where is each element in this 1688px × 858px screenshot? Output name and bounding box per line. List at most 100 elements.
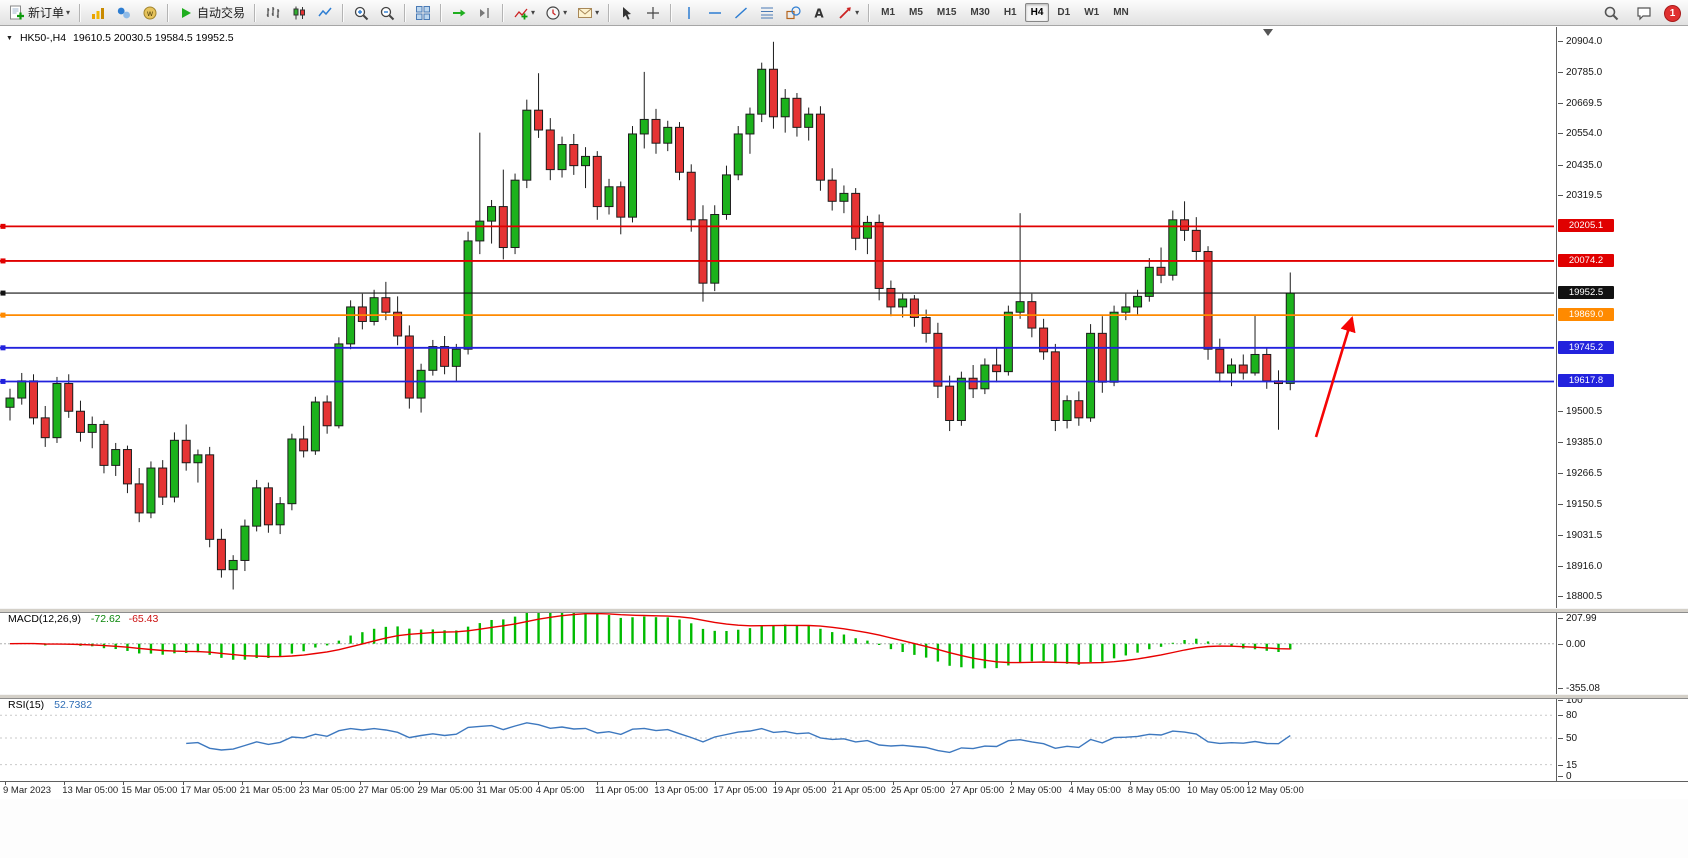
price-tick-label: 18800.5 — [1557, 591, 1603, 603]
date-label: 27 Mar 05:00 — [358, 785, 415, 796]
zoom-in-button[interactable] — [349, 1, 373, 25]
dropdown-caret-icon: ▾ — [531, 8, 536, 17]
periods-button[interactable]: ▾ — [541, 1, 571, 25]
shapes-button[interactable] — [781, 1, 805, 25]
rsi-tick-label: 80 — [1557, 710, 1578, 722]
time-axis-tick — [1189, 782, 1190, 785]
cursor-button[interactable] — [615, 1, 639, 25]
new-order-icon — [9, 5, 25, 21]
time-axis-tick — [182, 782, 184, 785]
horizontal-line-button[interactable] — [703, 1, 727, 25]
collapse-triangle-icon[interactable]: ▼ — [6, 34, 13, 42]
timeframe-h1-button[interactable]: H1 — [1003, 7, 1017, 18]
price-axis[interactable]: 20904.0 20785.0 20669.5 20554.0 20435.0 20319… — [1556, 27, 1688, 782]
rsi-tick-label: 50 — [1557, 733, 1578, 744]
panel-splitter[interactable] — [0, 694, 1688, 699]
auto-trading-button[interactable]: 自动交易 — [174, 1, 249, 25]
date-label: 10 May 05:00 — [1187, 785, 1245, 796]
trend-arrow-annotation[interactable] — [1314, 316, 1356, 438]
price-tick-label: 19385.0 — [1557, 436, 1603, 448]
line-anchor-marker — [0, 345, 6, 351]
zoom-out-button[interactable] — [375, 1, 399, 25]
fibonacci-button[interactable] — [755, 1, 779, 25]
candlestick-icon — [291, 5, 307, 21]
time-axis-tick — [5, 782, 6, 785]
timeframe-mn-button[interactable]: MN — [1113, 7, 1129, 18]
text-icon — [811, 5, 827, 21]
timeframe-d1-button[interactable]: D1 — [1057, 7, 1071, 18]
timeframe-m1-button[interactable]: M1 — [881, 7, 896, 18]
timeframe-w1-button[interactable]: W1 — [1084, 7, 1100, 18]
chat-button[interactable] — [1632, 1, 1656, 25]
community-button[interactable] — [138, 1, 162, 25]
bar-chart-button[interactable] — [261, 1, 285, 25]
date-label: 19 Apr 05:00 — [772, 785, 827, 796]
text-button[interactable] — [807, 1, 831, 25]
window-bottom-area — [0, 799, 1688, 858]
chart-shift-button[interactable] — [473, 1, 497, 25]
price-tick-label: 20319.5 — [1557, 190, 1603, 202]
price-panel[interactable]: ▼ HK50-,H4 19610.5 20030.5 19584.5 19952… — [0, 27, 1556, 608]
time-axis-tick — [833, 782, 835, 785]
panel-splitter[interactable] — [0, 608, 1688, 613]
price-tick-label: 20904.0 — [1557, 35, 1603, 47]
toolbar-separator — [670, 3, 673, 22]
rsi-panel[interactable]: RSI(15) 52.7382 — [0, 697, 1556, 780]
time-axis-tick — [1129, 782, 1131, 785]
date-label: 15 Mar 05:00 — [121, 785, 178, 796]
timeframe-m5-button[interactable]: M5 — [909, 7, 923, 18]
time-axis-tick — [952, 782, 954, 785]
zoom-out-icon — [379, 5, 395, 21]
toolbar-separator — [608, 3, 611, 22]
templates-button[interactable]: ▾ — [573, 1, 603, 25]
trendline-button[interactable] — [729, 1, 753, 25]
macd-value-signal: -65.43 — [128, 613, 159, 625]
timeframe-h4-button[interactable]: H4 — [1024, 3, 1050, 22]
line-chart-button[interactable] — [313, 1, 337, 25]
price-tick-label: 20435.0 — [1557, 159, 1603, 171]
toolbar: 1 新订单 ▾ 自动交易 ▾ ▾ ▾ ▾ M1 M5 M15 M30 H1 H4 D1 W1 MN — [0, 0, 1688, 26]
search-icon — [1603, 5, 1619, 21]
search-button[interactable] — [1599, 1, 1623, 25]
auto-scroll-icon — [451, 5, 467, 21]
price-tick-label: 19266.5 — [1557, 468, 1603, 480]
tile-windows-button[interactable] — [411, 1, 435, 25]
rsi-value: 52.7382 — [54, 699, 93, 711]
timeframe-m30-button[interactable]: M30 — [970, 7, 990, 18]
price-level-badge: 19617.8 — [1558, 374, 1614, 388]
time-axis-tick — [1011, 782, 1013, 785]
crosshair-icon — [645, 5, 661, 21]
notification-badge[interactable]: 1 — [1664, 4, 1681, 22]
indicators-button[interactable]: ▾ — [509, 1, 539, 25]
toolbar-separator — [254, 3, 257, 22]
date-label: 25 Apr 05:00 — [891, 785, 945, 796]
rsi-tick-label: 0 — [1558, 771, 1572, 782]
time-axis-tick — [774, 782, 776, 785]
chart-shift-marker-icon[interactable] — [1263, 29, 1273, 36]
chart-title: ▼ HK50-,H4 19610.5 20030.5 19584.5 19952… — [6, 32, 234, 44]
new-order-button[interactable]: 新订单 ▾ — [5, 1, 74, 25]
chat-icon — [1636, 5, 1652, 21]
time-axis-tick — [123, 782, 125, 785]
macd-panel[interactable]: MACD(12,26,9) -72.62 -65.43 — [0, 611, 1556, 694]
time-axis-tick — [419, 782, 421, 785]
price-tick-label: 18916.0 — [1557, 560, 1603, 572]
date-label: 29 Mar 05:00 — [417, 785, 474, 796]
candlestick-button[interactable] — [287, 1, 311, 25]
indicators-icon — [513, 5, 529, 21]
arrows-button[interactable]: ▾ — [833, 1, 863, 25]
community-icon — [142, 5, 158, 21]
toolbar-separator — [342, 3, 345, 22]
time-axis[interactable]: 9 Mar 2023 13 Mar 05:00 15 Mar 05:00 17 Mar… — [0, 781, 1688, 799]
candlestick-chart[interactable] — [0, 27, 1556, 608]
vertical-line-button[interactable] — [677, 1, 701, 25]
terminal-button[interactable] — [86, 1, 110, 25]
market-watch-button[interactable] — [112, 1, 136, 25]
line-chart-icon — [317, 5, 333, 21]
time-axis-tick — [64, 782, 66, 785]
crosshair-button[interactable] — [641, 1, 665, 25]
auto-scroll-button[interactable] — [447, 1, 471, 25]
tile-windows-icon — [415, 5, 431, 21]
line-anchor-marker — [0, 312, 6, 318]
timeframe-m15-button[interactable]: M15 — [936, 7, 957, 18]
